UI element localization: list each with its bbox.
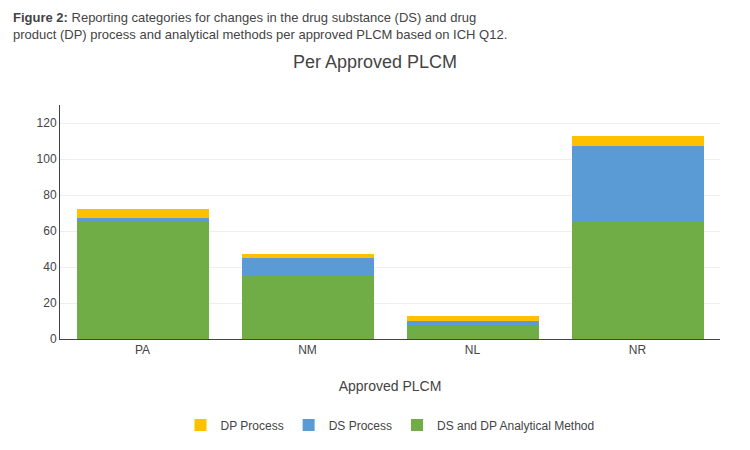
svg-text:120: 120 [37,116,57,130]
svg-text:0: 0 [50,332,57,346]
svg-text:Per Approved PLCM: Per Approved PLCM [293,52,457,72]
svg-text:100: 100 [37,152,57,166]
svg-text:Figure 2: Reporting categories: Figure 2: Reporting categories for chang… [13,10,507,42]
svg-text:DS Process: DS Process [329,419,392,433]
svg-text:20: 20 [43,296,57,310]
svg-text:80: 80 [43,188,57,202]
svg-text:40: 40 [43,260,57,274]
svg-text:PA: PA [135,343,150,357]
svg-text:DP Process: DP Process [221,419,284,433]
svg-text:60: 60 [43,224,57,238]
svg-text:NL: NL [465,343,481,357]
svg-text:Approved PLCM: Approved PLCM [339,378,442,394]
svg-text:DS and DP Analytical Method: DS and DP Analytical Method [437,419,594,433]
svg-text:NM: NM [298,343,317,357]
svg-text:NR: NR [629,343,647,357]
